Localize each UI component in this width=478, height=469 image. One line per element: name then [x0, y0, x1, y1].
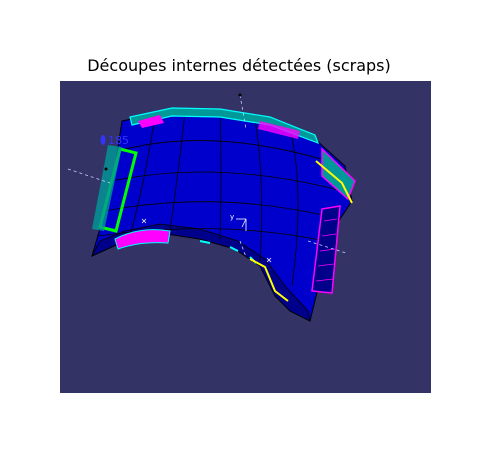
scrap-right-hatch — [315, 218, 338, 282]
x-markers — [141, 218, 272, 263]
dimension-label: 185 — [108, 134, 129, 147]
axis-triad: y — [230, 213, 247, 231]
dimension-indicator: 185 — [100, 134, 129, 147]
scrap-right-yellow-edge — [315, 160, 353, 204]
axis-triad-label: y — [230, 213, 234, 221]
scrap-left-teal — [92, 145, 122, 231]
scrap-top-magenta — [138, 115, 164, 128]
cad-viewport[interactable]: 185 y — [60, 81, 431, 393]
figure-title: Découpes internes détectées (scraps) — [87, 56, 391, 75]
scrap-right-side — [311, 205, 341, 294]
scrap-bottom-left — [114, 229, 171, 250]
mesh-lines — [97, 111, 343, 287]
scrap-top-right-magenta — [258, 121, 300, 139]
scrap-bottom-yellow — [249, 258, 289, 302]
construction-lines — [67, 94, 347, 258]
